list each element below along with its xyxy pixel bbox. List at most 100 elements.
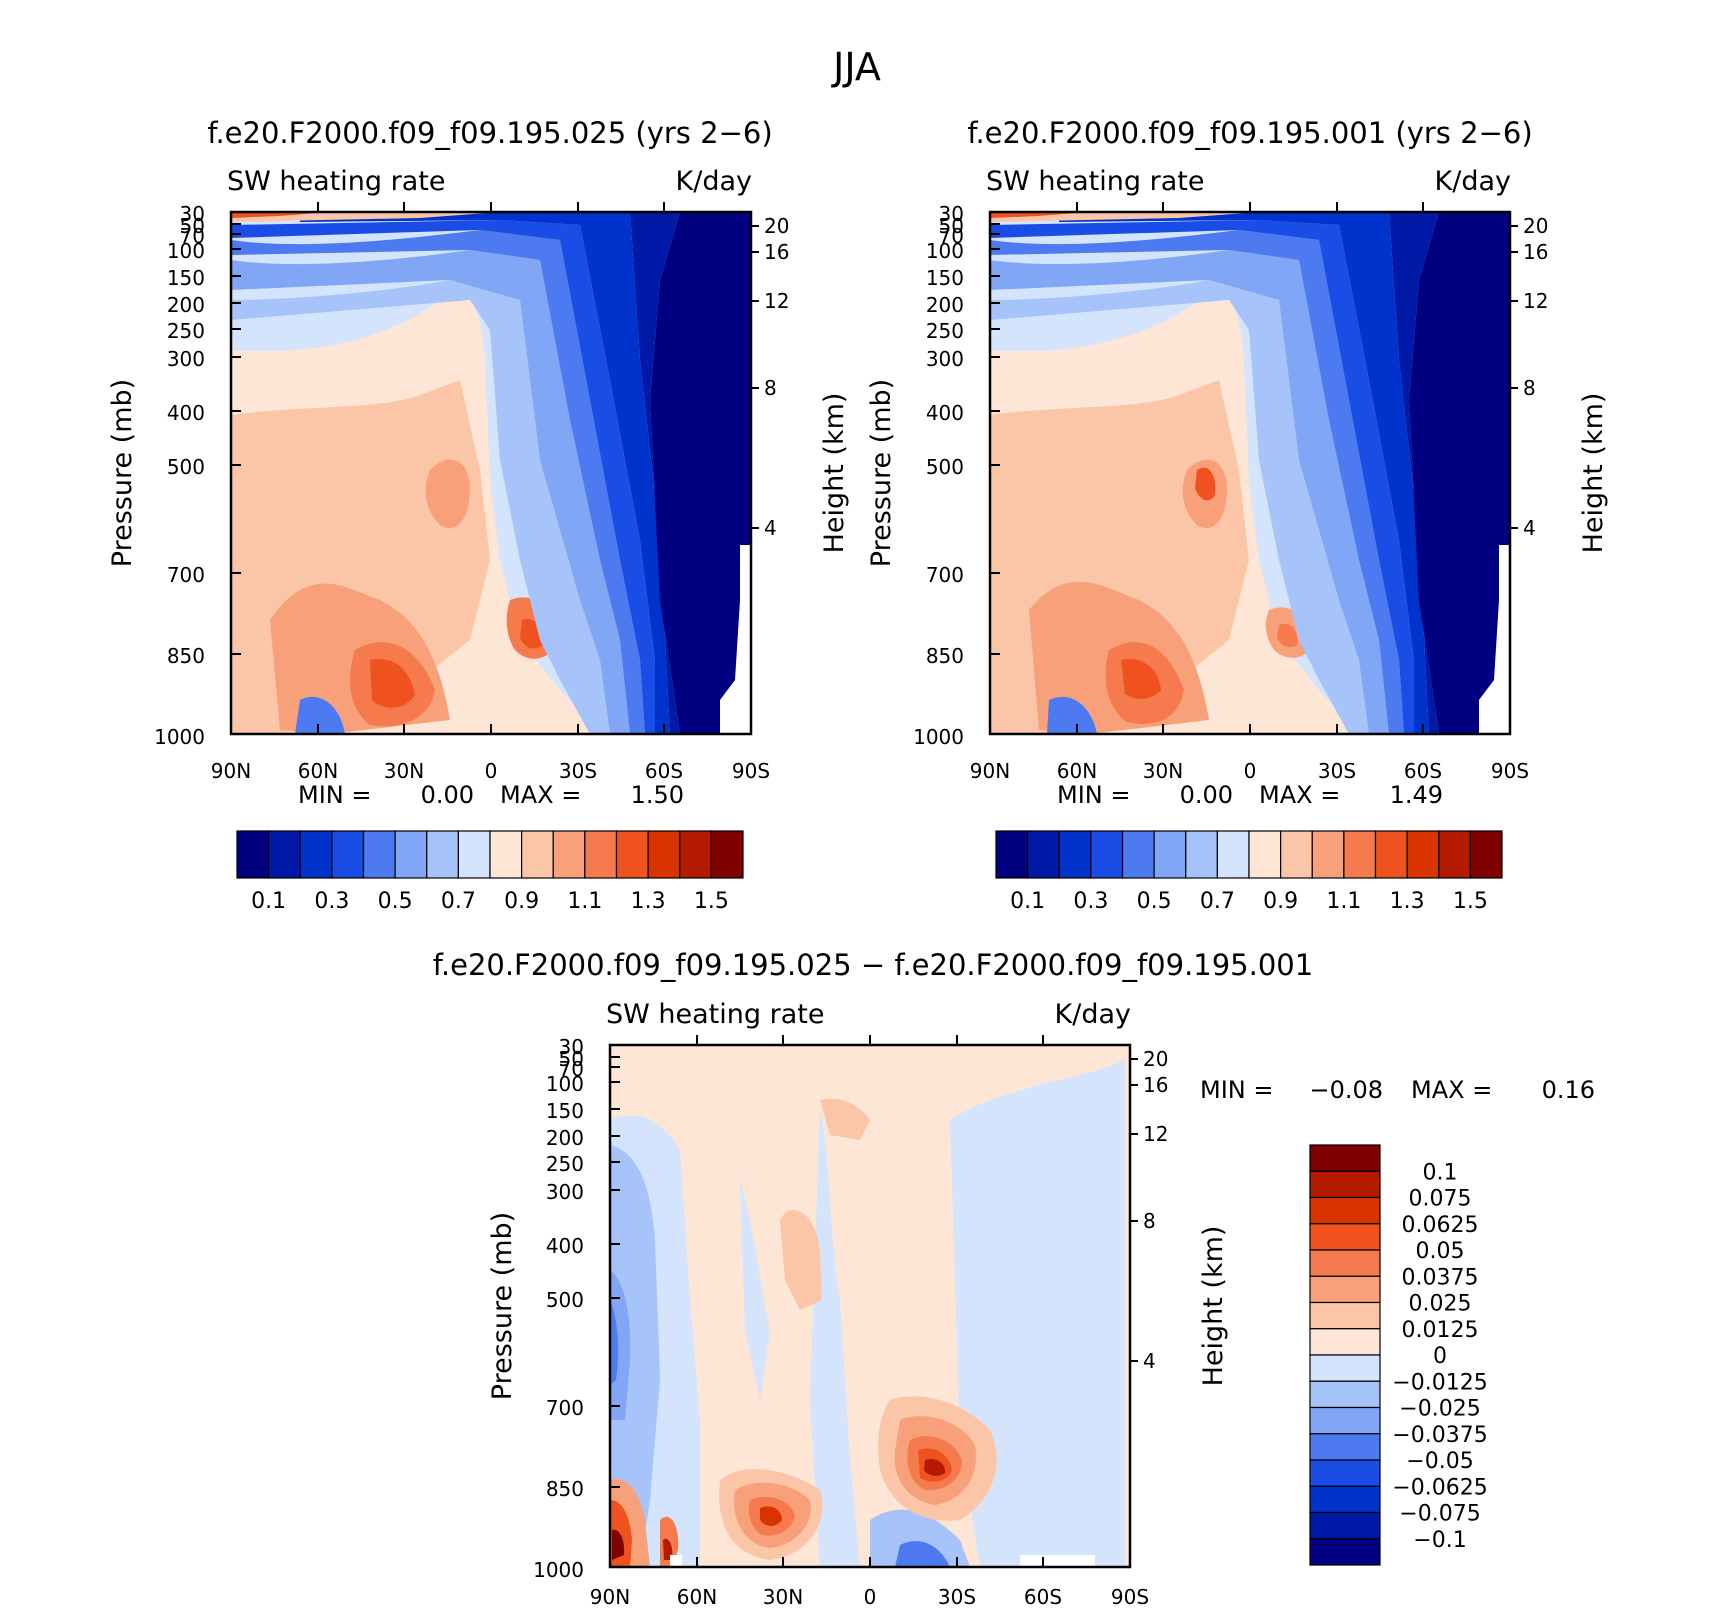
colorbar-label: 0.1 bbox=[251, 889, 286, 914]
colorbar-swatch bbox=[331, 830, 365, 879]
y-tick-label: 300 bbox=[926, 347, 964, 371]
colorbar-swatch bbox=[489, 830, 523, 879]
colorbar-label: 1.1 bbox=[567, 889, 602, 914]
field-label: SW heating rate bbox=[606, 999, 824, 1030]
colorbar: 0.1 0.3 0.5 0.7 0.9 1.1 1.3 1.5 bbox=[995, 830, 1503, 914]
x-tick-label: 30N bbox=[763, 1585, 803, 1609]
y-tick-label: 30 bbox=[180, 202, 205, 226]
panel-model-001: f.e20.F2000.f09_f09.195.001 (yrs 2−6) SW… bbox=[866, 116, 1609, 914]
colorbar-swatch bbox=[1469, 830, 1503, 879]
colorbar-swatch bbox=[1309, 1406, 1381, 1435]
colorbar-swatch bbox=[1438, 830, 1471, 879]
colorbar-swatch bbox=[1309, 1433, 1381, 1461]
x-tick-label: 30N bbox=[384, 759, 424, 783]
y-tick-label: 100 bbox=[167, 239, 205, 263]
y-tick-label: 850 bbox=[167, 644, 205, 668]
panel-title: f.e20.F2000.f09_f09.195.001 (yrs 2−6) bbox=[967, 116, 1532, 150]
colorbar-swatch bbox=[1343, 830, 1377, 879]
colorbar-swatch bbox=[1121, 830, 1155, 879]
min-max-readout: MIN = 0.00 MAX = 1.49 bbox=[1057, 781, 1443, 809]
y-tick-label: 1000 bbox=[533, 1558, 584, 1582]
y-tick-label: 1000 bbox=[913, 725, 964, 749]
y2-tick-label: 16 bbox=[1523, 240, 1548, 264]
colorbar-swatch bbox=[1309, 1328, 1381, 1356]
y-tick-label: 500 bbox=[546, 1288, 584, 1312]
colorbar-swatch bbox=[1309, 1511, 1381, 1540]
x-tick-label: 90N bbox=[211, 759, 251, 783]
colorbar-label: −0.025 bbox=[1399, 1397, 1480, 1422]
y-tick-label: 70 bbox=[180, 224, 205, 248]
colorbar: 0.1 0.3 0.5 0.7 0.9 1.1 1.3 1.5 bbox=[236, 830, 744, 914]
y2-tick-label: 8 bbox=[1143, 1209, 1156, 1233]
x-tick-label: 60N bbox=[298, 759, 338, 783]
y-tick-label: 500 bbox=[167, 455, 205, 479]
colorbar-label: −0.0375 bbox=[1392, 1423, 1487, 1448]
colorbar-label: 0.9 bbox=[1263, 889, 1298, 914]
y2-tick-label: 8 bbox=[1523, 376, 1536, 400]
y2-tick-label: 12 bbox=[764, 289, 789, 313]
y2-tick-label: 4 bbox=[1523, 516, 1536, 540]
y2-axis-label: Height (km) bbox=[1198, 1226, 1229, 1387]
y2-tick-label: 16 bbox=[1143, 1073, 1168, 1097]
y-tick-label: 70 bbox=[939, 224, 964, 248]
y-tick-label: 100 bbox=[546, 1072, 584, 1096]
max-label: MAX = bbox=[1411, 1076, 1492, 1104]
field-label: SW heating rate bbox=[986, 166, 1204, 197]
min-value: 0.00 bbox=[1180, 781, 1233, 809]
colorbar-label: −0.0625 bbox=[1392, 1475, 1487, 1500]
y-tick-label: 300 bbox=[546, 1180, 584, 1204]
y-tick-label: 850 bbox=[546, 1477, 584, 1501]
colorbar-label: 0.5 bbox=[378, 889, 413, 914]
colorbar-label: 0.1 bbox=[1010, 889, 1045, 914]
y-tick-label: 200 bbox=[167, 293, 205, 317]
y-tick-label: 30 bbox=[559, 1035, 584, 1059]
x-axis: 90N 60N 30N 0 30S 60S 90S bbox=[970, 202, 1529, 783]
y2-tick-label: 12 bbox=[1143, 1122, 1168, 1146]
x-tick-label: 60N bbox=[677, 1585, 717, 1609]
colorbar-swatch bbox=[1309, 1249, 1381, 1277]
x-axis: 90N 60N 30N 0 30S 60S 90S bbox=[590, 1035, 1149, 1609]
colorbar-swatch bbox=[1248, 830, 1282, 879]
colorbar-label: 0.9 bbox=[504, 889, 539, 914]
y-tick-label: 400 bbox=[546, 1234, 584, 1258]
x-tick-label: 0 bbox=[1244, 759, 1257, 783]
x-tick-label: 0 bbox=[485, 759, 498, 783]
colorbar-swatch bbox=[1309, 1380, 1381, 1409]
colorbar-label: 1.1 bbox=[1326, 889, 1361, 914]
y-tick-label: 700 bbox=[926, 563, 964, 587]
y-tick-label: 100 bbox=[926, 239, 964, 263]
units-label: K/day bbox=[1055, 999, 1131, 1030]
max-value: 1.49 bbox=[1390, 781, 1443, 809]
x-tick-label: 30S bbox=[559, 759, 597, 783]
colorbar-label: 0.5 bbox=[1137, 889, 1172, 914]
y2-tick-label: 12 bbox=[1523, 289, 1548, 313]
colorbar-label: 0.1 bbox=[1423, 1160, 1458, 1185]
x-tick-label: 0 bbox=[864, 1585, 877, 1609]
colorbar-swatch bbox=[1280, 830, 1313, 879]
x-tick-label: 90N bbox=[970, 759, 1010, 783]
y-axis-left: 30 50 70 100 150 200 250 300 400 500 700… bbox=[913, 202, 1000, 749]
min-label: MIN = bbox=[1200, 1076, 1273, 1104]
panel-title: f.e20.F2000.f09_f09.195.025 − f.e20.F200… bbox=[433, 948, 1313, 982]
colorbar-label: 0.0125 bbox=[1402, 1318, 1479, 1343]
colorbar-swatch bbox=[1309, 1485, 1381, 1514]
y-tick-label: 250 bbox=[926, 319, 964, 343]
x-tick-label: 90S bbox=[1111, 1585, 1149, 1609]
contour-field bbox=[610, 1045, 1130, 1567]
max-value: 0.16 bbox=[1542, 1076, 1595, 1104]
contour-field bbox=[231, 212, 751, 734]
y-tick-label: 700 bbox=[546, 1396, 584, 1420]
colorbar-label: 0.025 bbox=[1409, 1292, 1472, 1317]
colorbar-swatch bbox=[1309, 1196, 1381, 1225]
y-axis-left: 30 50 70 100 150 200 250 300 400 500 700… bbox=[533, 1035, 620, 1582]
units-label: K/day bbox=[676, 166, 752, 197]
y-tick-label: 50 bbox=[559, 1047, 584, 1071]
y-tick-label: 300 bbox=[167, 347, 205, 371]
y-tick-label: 50 bbox=[180, 214, 205, 238]
y-tick-label: 150 bbox=[546, 1099, 584, 1123]
x-tick-label: 90S bbox=[732, 759, 770, 783]
y-tick-label: 150 bbox=[926, 266, 964, 290]
y-axis-left: 30 50 70 100 150 200 250 300 400 500 700… bbox=[154, 202, 241, 749]
colorbar-label: −0.05 bbox=[1406, 1449, 1473, 1474]
colorbar-label: 0.3 bbox=[1073, 889, 1108, 914]
